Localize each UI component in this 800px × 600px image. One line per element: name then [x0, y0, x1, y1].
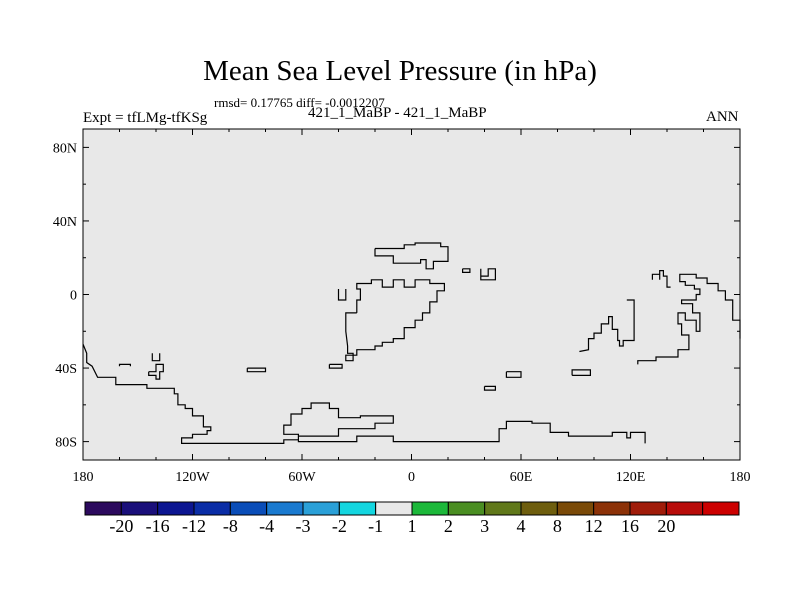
colorbar-swatch [338, 501, 377, 516]
colorbar-swatch [520, 501, 558, 516]
coastlines [82, 242, 741, 444]
colorbar-label: -20 [109, 516, 133, 536]
colorbar-swatch [556, 501, 595, 516]
colorbar-swatch [447, 501, 486, 516]
experiment-label: Expt = tfLMg-tfKSg [83, 110, 208, 126]
coastline-segment [151, 353, 161, 362]
coastline-segment [328, 363, 343, 369]
x-tick-label: 180 [73, 470, 94, 485]
coastline-segment [462, 268, 471, 273]
y-tick-label: 40S [55, 362, 77, 377]
coastline-segment [118, 363, 131, 367]
colorbar-label: -16 [146, 516, 170, 536]
y-tick-label: 80S [55, 436, 77, 451]
colorbar-label: -2 [332, 516, 347, 536]
colorbar-swatch [229, 501, 268, 516]
coastline-segment [651, 273, 661, 280]
coastline-segment [148, 363, 164, 380]
colorbar-label: 1 [408, 516, 417, 536]
y-tick-label: 40N [53, 215, 77, 230]
colorbar-label: 8 [553, 516, 562, 536]
colorbar-label: 2 [444, 516, 453, 536]
colorbar-swatch [84, 501, 122, 516]
run-comparison-label: 421_1_MaBP - 421_1_MaBP [308, 105, 487, 121]
colorbar-swatch [157, 501, 195, 516]
colorbar-label: 16 [621, 516, 639, 536]
colorbar-swatch [593, 501, 631, 516]
colorbar-swatch [629, 501, 667, 516]
x-tick-label: 180 [730, 470, 751, 485]
colorbar-label: -3 [296, 516, 311, 536]
colorbar-swatch [266, 501, 304, 516]
axis-ticks: 180 120W 60W 0 60E 120E 180 80N 40N 0 40S 80S [53, 129, 751, 485]
x-tick-label: 120E [616, 470, 646, 485]
coastline-segment [345, 279, 445, 362]
colorbar-swatch [411, 501, 449, 516]
colorbar-label: 12 [585, 516, 603, 536]
coastline-segment [579, 299, 635, 353]
colorbar-label: 4 [517, 516, 526, 536]
coastline-segment [571, 369, 592, 376]
colorbar-label: -12 [182, 516, 206, 536]
x-tick-label: 60E [510, 470, 533, 485]
x-tick-label: 120W [175, 470, 210, 485]
colorbar-swatch [702, 501, 740, 516]
rmsd-diff-stats: rmsd= 0.17765 diff= -0.0012207 [214, 95, 385, 110]
colorbar-swatch [120, 501, 159, 516]
coastline-segment [637, 273, 741, 365]
coastline-segment [480, 268, 496, 281]
chart-title: Mean Sea Level Pressure (in hPa) [203, 55, 597, 87]
colorbar-swatch [375, 501, 413, 516]
colorbar-label: -1 [368, 516, 383, 536]
colorbar-label: -4 [259, 516, 274, 536]
colorbar-label: -8 [223, 516, 238, 536]
coastline-segment [374, 242, 449, 270]
colorbar-label: 3 [480, 516, 489, 536]
coastline-segment [82, 343, 646, 444]
colorbar-label: 20 [657, 516, 675, 536]
y-tick-label: 0 [70, 289, 77, 304]
x-tick-label: 60W [288, 470, 316, 485]
coastline-segment [246, 367, 267, 373]
plot-area [83, 129, 740, 460]
coastline-segment [483, 385, 496, 391]
colorbar-swatch [665, 501, 704, 516]
colorbar-swatch [484, 501, 522, 516]
coastline-segment [505, 371, 522, 378]
y-tick-label: 80N [53, 141, 77, 156]
x-tick-label: 0 [408, 470, 415, 485]
colorbar-swatch [193, 501, 231, 516]
colorbar-swatch [302, 501, 340, 516]
coastline-segment [337, 289, 347, 301]
colorbar: -20 -16 -12 -8 -4 -3 -2 -1 1 2 3 4 8 12 16 20 [84, 501, 740, 536]
coastline-segment [659, 270, 671, 288]
season-label: ANN [706, 109, 739, 125]
